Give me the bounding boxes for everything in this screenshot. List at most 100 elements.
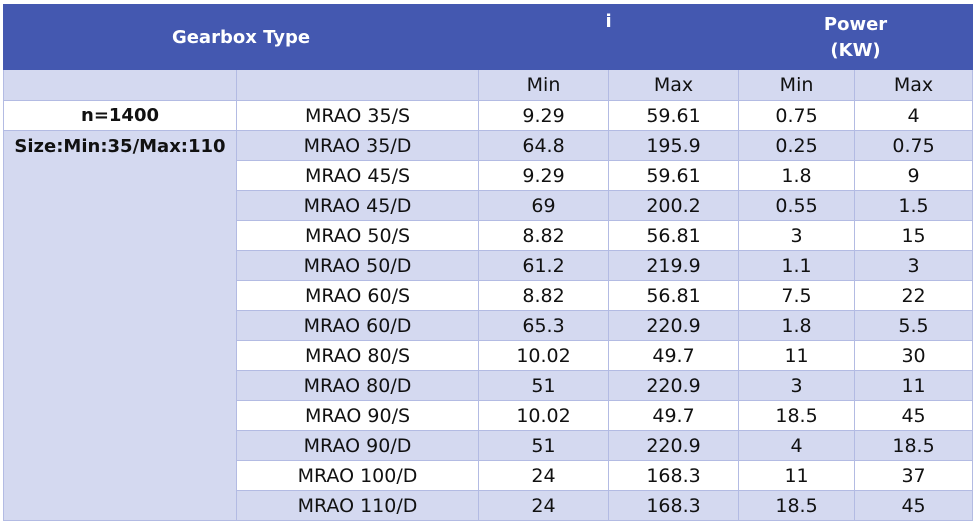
- i-min-cell: 8.82: [478, 280, 610, 311]
- header-gearbox-type: Gearbox Type: [2, 4, 480, 70]
- model-cell: MRAO 50/S: [235, 220, 480, 251]
- subheader-blank-2: [235, 69, 480, 101]
- table-row: MRAO 50/D 61.2 219.9 1.1 3: [4, 250, 974, 281]
- i-min-cell: 61.2: [478, 250, 610, 281]
- power-min-cell: 3: [738, 370, 856, 401]
- i-min-cell: 24: [478, 460, 610, 491]
- i-min-cell: 9.29: [478, 160, 610, 191]
- i-max-cell: 56.81: [608, 220, 740, 251]
- subheader-i-max: Max: [608, 69, 740, 101]
- table-header-row: Gearbox Type i Power (KW): [2, 4, 974, 70]
- model-cell: MRAO 45/D: [235, 190, 480, 221]
- i-min-cell: 24: [478, 490, 610, 521]
- i-max-cell: 49.7: [608, 400, 740, 431]
- i-max-cell: 49.7: [608, 340, 740, 371]
- model-cell: MRAO 35/S: [235, 100, 480, 131]
- subheader-blank-1: [3, 69, 237, 101]
- table-row: Size:Min:35/Max:110 MRAO 35/D 64.8 195.9 0.2…: [3, 130, 974, 521]
- i-max-cell: 59.61: [608, 160, 740, 191]
- power-max-cell: 18.5: [854, 430, 974, 461]
- power-min-cell: 18.5: [738, 490, 856, 521]
- power-max-cell: 30: [854, 340, 974, 371]
- power-max-cell: 4: [854, 100, 974, 131]
- power-min-cell: 11: [738, 340, 856, 371]
- header-power-unit: (KW): [830, 40, 881, 61]
- power-max-cell: 0.75: [854, 130, 974, 161]
- model-cell: MRAO 110/D: [235, 490, 480, 521]
- i-min-cell: 51: [478, 430, 610, 461]
- power-max-cell: 9: [854, 160, 974, 191]
- table-row: MRAO 60/S 8.82 56.81 7.5 22: [4, 280, 974, 311]
- i-max-cell: 56.81: [608, 280, 740, 311]
- power-max-cell: 45: [854, 490, 974, 521]
- subheader-power-min: Min: [738, 69, 856, 101]
- table-row: MRAO 45/D 69 200.2 0.55 1.5: [4, 190, 974, 221]
- gearbox-spec-table: Gearbox Type i Power (KW) Min Max Min Ma…: [2, 4, 974, 521]
- i-max-cell: 59.61: [608, 100, 740, 131]
- subheader-power-max: Max: [854, 69, 974, 101]
- power-max-cell: 5.5: [854, 310, 974, 341]
- model-cell: MRAO 80/D: [235, 370, 480, 401]
- gearbox-table-container: Gearbox Type i Power (KW) Min Max Min Ma…: [2, 4, 974, 521]
- power-min-cell: 0.75: [738, 100, 856, 131]
- model-cell: MRAO 50/D: [235, 250, 480, 281]
- i-min-cell: 9.29: [478, 100, 610, 131]
- i-min-cell: 69: [478, 190, 610, 221]
- model-cell: MRAO 60/D: [235, 310, 480, 341]
- i-max-cell: 220.9: [608, 370, 740, 401]
- table-row: n=1400 MRAO 35/S 9.29 59.61 0.75 4: [3, 100, 974, 131]
- power-max-cell: 11: [854, 370, 974, 401]
- table-row: MRAO 110/D 24 168.3 18.5 45: [4, 490, 974, 521]
- model-cell: MRAO 90/S: [235, 400, 480, 431]
- model-cell: MRAO 35/D: [235, 130, 480, 161]
- power-min-cell: 18.5: [738, 400, 856, 431]
- power-min-cell: 0.25: [738, 130, 856, 161]
- table-row: MRAO 90/D 51 220.9 4 18.5: [4, 430, 974, 461]
- header-i: i: [478, 4, 740, 70]
- table-row: MRAO 50/S 8.82 56.81 3 15: [4, 220, 974, 251]
- model-cell: MRAO 45/S: [235, 160, 480, 191]
- size-range-label: Size:Min:35/Max:110: [3, 130, 237, 521]
- speed-label: n=1400: [3, 100, 237, 131]
- power-min-cell: 0.55: [738, 190, 856, 221]
- power-max-cell: 45: [854, 400, 974, 431]
- power-min-cell: 7.5: [738, 280, 856, 311]
- subheader-i-min: Min: [478, 69, 610, 101]
- power-max-cell: 37: [854, 460, 974, 491]
- table-row: MRAO 100/D 24 168.3 11 37: [4, 460, 974, 491]
- power-min-cell: 4: [738, 430, 856, 461]
- table-row: MRAO 80/S 10.02 49.7 11 30: [4, 340, 974, 371]
- i-max-cell: 168.3: [608, 490, 740, 521]
- i-min-cell: 65.3: [478, 310, 610, 341]
- power-min-cell: 1.8: [738, 160, 856, 191]
- header-power-label: Power: [823, 14, 888, 35]
- power-max-cell: 22: [854, 280, 974, 311]
- power-max-cell: 3: [854, 250, 974, 281]
- i-max-cell: 195.9: [608, 130, 740, 161]
- table-row: MRAO 45/S 9.29 59.61 1.8 9: [4, 160, 974, 191]
- table-row: MRAO 80/D 51 220.9 3 11: [4, 370, 974, 401]
- i-max-cell: 220.9: [608, 430, 740, 461]
- i-max-cell: 200.2: [608, 190, 740, 221]
- i-max-cell: 168.3: [608, 460, 740, 491]
- power-min-cell: 3: [738, 220, 856, 251]
- power-min-cell: 1.1: [738, 250, 856, 281]
- i-max-cell: 220.9: [608, 310, 740, 341]
- power-min-cell: 1.8: [738, 310, 856, 341]
- i-min-cell: 64.8: [478, 130, 610, 161]
- power-max-cell: 1.5: [854, 190, 974, 221]
- model-cell: MRAO 60/S: [235, 280, 480, 311]
- power-max-cell: 15: [854, 220, 974, 251]
- table-row: MRAO 60/D 65.3 220.9 1.8 5.5: [4, 310, 974, 341]
- model-cell: MRAO 90/D: [235, 430, 480, 461]
- model-cell: MRAO 100/D: [235, 460, 480, 491]
- i-min-cell: 10.02: [478, 400, 610, 431]
- header-power: Power (KW): [738, 4, 974, 70]
- i-max-cell: 219.9: [608, 250, 740, 281]
- i-min-cell: 10.02: [478, 340, 610, 371]
- table-subheader-row: Min Max Min Max: [3, 69, 974, 101]
- model-cell: MRAO 80/S: [235, 340, 480, 371]
- i-min-cell: 8.82: [478, 220, 610, 251]
- i-min-cell: 51: [478, 370, 610, 401]
- power-min-cell: 11: [738, 460, 856, 491]
